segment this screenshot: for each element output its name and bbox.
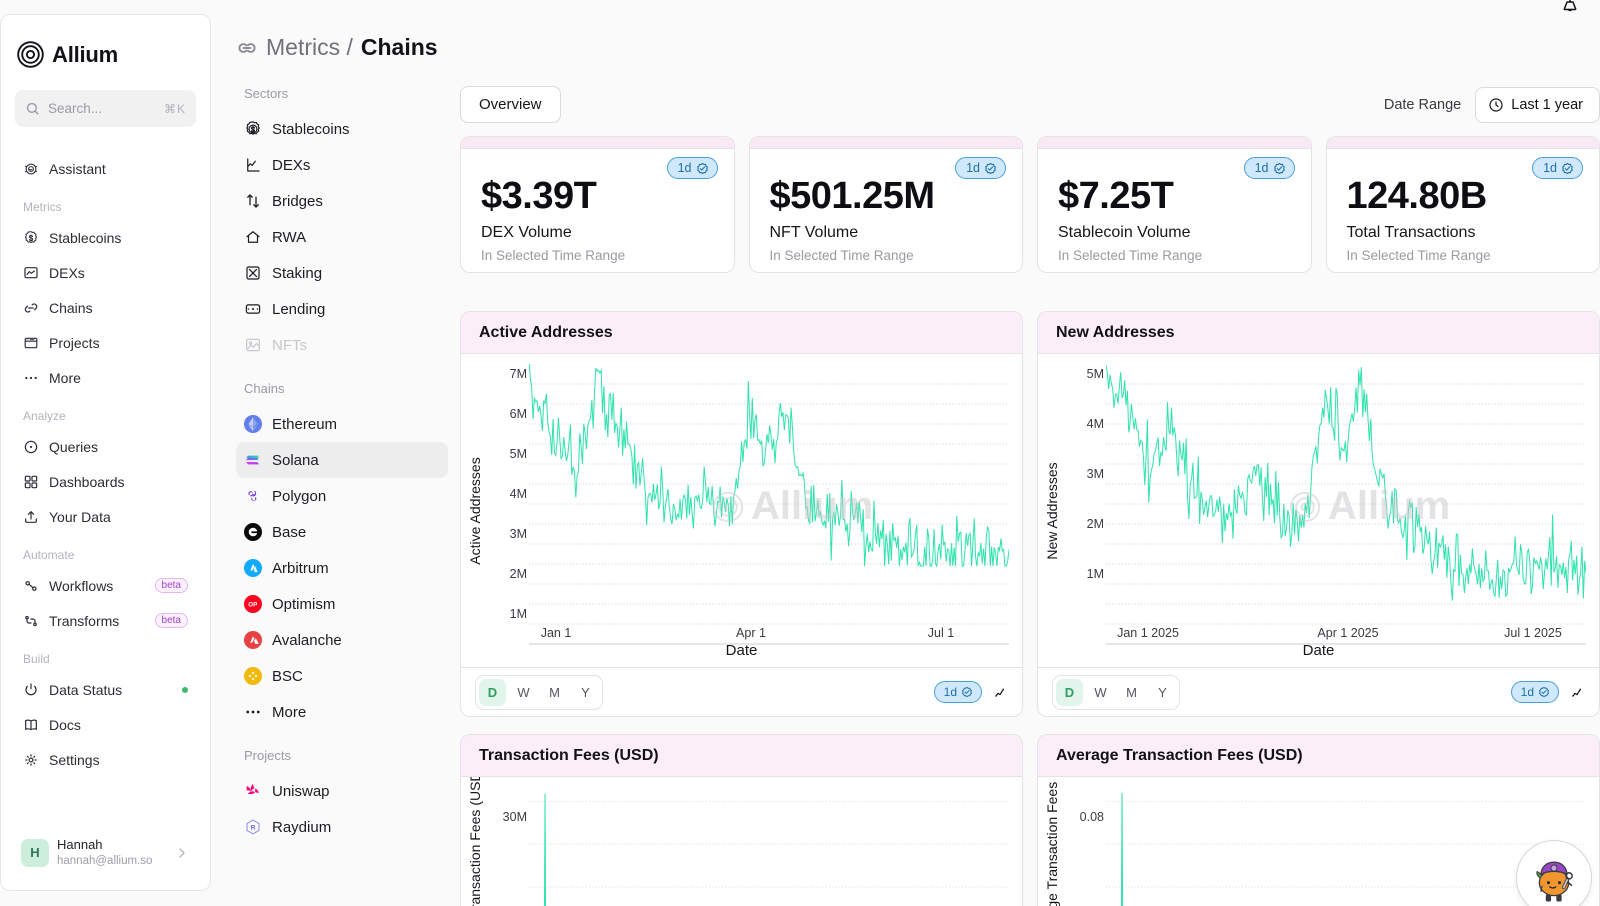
svg-text:R: R xyxy=(251,824,256,831)
svg-text:OP: OP xyxy=(248,601,257,608)
